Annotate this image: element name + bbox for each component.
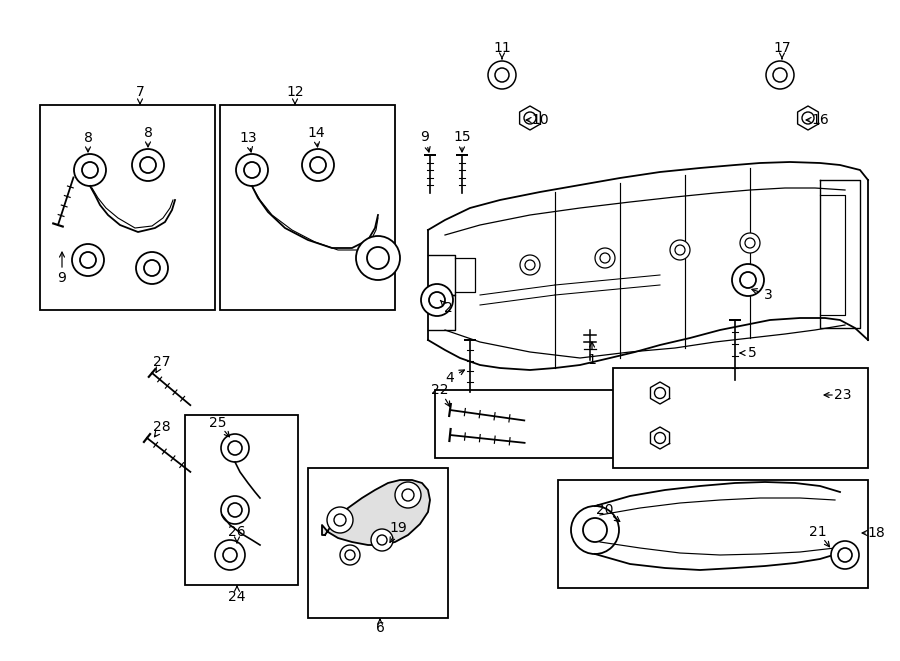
Circle shape (72, 244, 104, 276)
Text: 13: 13 (239, 131, 256, 145)
Text: 14: 14 (307, 126, 325, 140)
Text: 15: 15 (454, 130, 471, 144)
Circle shape (571, 506, 619, 554)
Text: 11: 11 (493, 41, 511, 55)
Text: 24: 24 (229, 590, 246, 604)
Circle shape (488, 61, 516, 89)
Text: 23: 23 (834, 388, 851, 402)
Text: 16: 16 (811, 113, 829, 127)
Bar (613, 368, 868, 468)
Text: 8: 8 (84, 131, 93, 145)
Bar (308, 468, 448, 618)
Text: 22: 22 (431, 383, 449, 397)
Circle shape (732, 264, 764, 296)
Bar (185, 415, 298, 585)
Polygon shape (651, 427, 670, 449)
Text: 26: 26 (229, 525, 246, 539)
Text: 12: 12 (286, 85, 304, 99)
Text: 10: 10 (531, 113, 549, 127)
Circle shape (766, 61, 794, 89)
Text: 3: 3 (763, 288, 772, 302)
Text: 7: 7 (136, 85, 144, 99)
Circle shape (356, 236, 400, 280)
Circle shape (132, 149, 164, 181)
Circle shape (371, 529, 393, 551)
Text: 27: 27 (153, 355, 171, 369)
Circle shape (740, 233, 760, 253)
Polygon shape (651, 382, 670, 404)
Circle shape (831, 541, 859, 569)
Text: 20: 20 (596, 503, 614, 517)
Text: 1: 1 (588, 353, 597, 367)
Circle shape (136, 252, 168, 284)
Bar (40, 105, 215, 310)
Polygon shape (322, 480, 430, 545)
Text: 19: 19 (389, 521, 407, 535)
Bar (435, 390, 615, 458)
Text: 2: 2 (444, 301, 453, 315)
Circle shape (302, 149, 334, 181)
Text: 6: 6 (375, 621, 384, 635)
Polygon shape (519, 106, 540, 130)
Text: 18: 18 (867, 526, 885, 540)
Text: 9: 9 (58, 271, 67, 285)
Circle shape (221, 496, 249, 524)
Text: 5: 5 (748, 346, 756, 360)
Circle shape (395, 482, 421, 508)
Circle shape (340, 545, 360, 565)
Circle shape (520, 255, 540, 275)
Polygon shape (797, 106, 818, 130)
Circle shape (595, 248, 615, 268)
Text: 8: 8 (144, 126, 152, 140)
Text: 4: 4 (446, 371, 454, 385)
Text: 21: 21 (809, 525, 827, 539)
Circle shape (327, 507, 353, 533)
Circle shape (221, 434, 249, 462)
Circle shape (421, 284, 453, 316)
Bar (558, 480, 868, 588)
Text: 17: 17 (773, 41, 791, 55)
Circle shape (74, 154, 106, 186)
Circle shape (670, 240, 690, 260)
Text: 25: 25 (209, 416, 227, 430)
Bar (220, 105, 395, 310)
Circle shape (215, 540, 245, 570)
Text: 9: 9 (420, 130, 429, 144)
Circle shape (236, 154, 268, 186)
Text: 28: 28 (153, 420, 171, 434)
